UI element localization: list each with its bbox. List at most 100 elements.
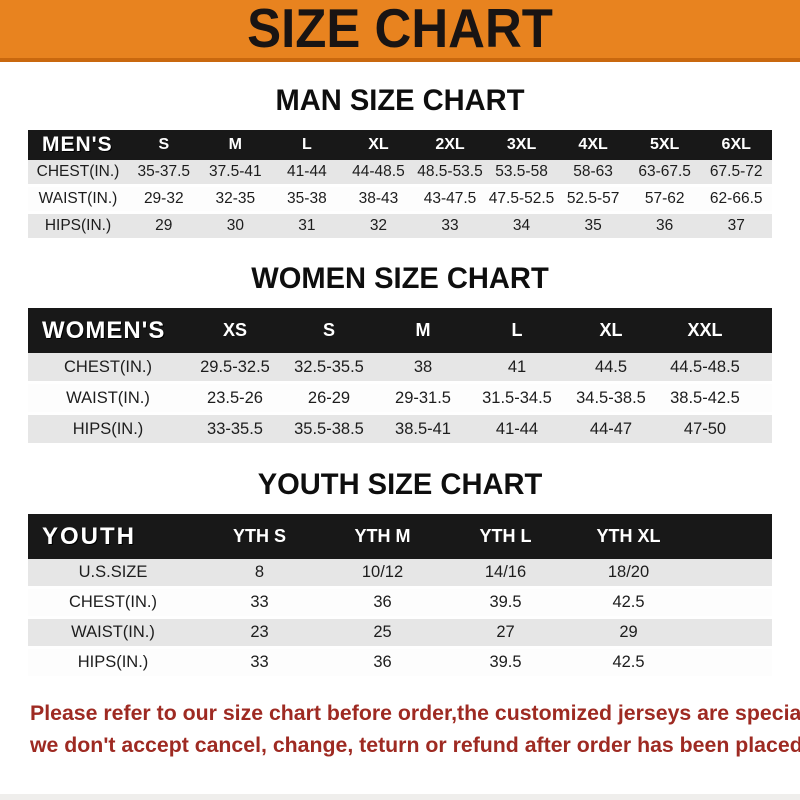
women-size-table: WOMEN'S XS S M L XL XXL CHEST(IN.) 29.5-32.5 32.5… (28, 308, 772, 446)
column-header: L (301, 136, 312, 153)
size-cell: 42.5 (612, 653, 645, 671)
size-cell: 29.5-32.5 (200, 357, 270, 376)
table-body: CHEST(IN.) 35-37.5 37.5-41 41-44 44-48.5 48.5… (28, 160, 772, 241)
column-header: YTH M (354, 526, 411, 546)
row-label: HIPS(IN.) (72, 419, 144, 438)
banner: SIZE CHART (0, 0, 800, 62)
size-cell: 32 (369, 217, 388, 234)
size-cell: 38-43 (358, 190, 399, 207)
men-size-table: MEN'S S M L XL 2XL 3XL 4XL 5XL 6XL CHEST(IN.) 35-37… (28, 130, 772, 241)
size-cell: 31.5-34.5 (482, 388, 552, 407)
size-cell: 41-44 (495, 419, 539, 438)
row-label: HIPS(IN.) (44, 217, 112, 234)
bottom-edge-strip (0, 794, 800, 800)
table-row: CHEST(IN.) 29.5-32.5 32.5-35.5 38 41 44.5 44.5… (28, 353, 772, 384)
table-body: CHEST(IN.) 29.5-32.5 32.5-35.5 38 41 44.5 44.5… (28, 353, 772, 446)
size-cell: 29-31.5 (395, 388, 451, 407)
column-header: L (511, 320, 523, 340)
size-cell: 47.5-52.5 (488, 190, 555, 207)
section-title-youth: YOUTH SIZE CHART (257, 468, 543, 501)
size-cell: 29 (155, 217, 173, 234)
size-cell: 43-47.5 (423, 190, 477, 207)
size-cell: 36 (656, 217, 674, 234)
column-header: YTH L (479, 526, 532, 546)
size-cell: 36 (373, 653, 392, 671)
column-header: XL (368, 136, 389, 153)
size-cell: 14/16 (484, 563, 527, 581)
size-cell: 38.5-41 (395, 419, 451, 438)
size-cell: 38.5-42.5 (670, 388, 740, 407)
size-cell: 33 (250, 653, 269, 671)
row-label: HIPS(IN.) (77, 653, 149, 671)
size-cell: 26-29 (307, 388, 351, 407)
table-row: HIPS(IN.) 33-35.5 35.5-38.5 38.5-41 41-44 44-… (28, 415, 772, 446)
column-header: 6XL (721, 136, 751, 153)
order-note: Please refer to our size chart before or… (30, 697, 800, 762)
size-cell: 34 (512, 217, 531, 234)
column-header: S (322, 320, 335, 340)
table-row: CHEST(IN.) 33 36 39.5 42.5 (28, 589, 772, 619)
table-header-label: MEN'S (42, 133, 113, 156)
size-cell: 58-63 (573, 163, 613, 180)
table-row: CHEST(IN.) 35-37.5 37.5-41 41-44 44-48.5 48.5… (28, 160, 772, 187)
row-label: WAIST(IN.) (71, 623, 155, 641)
size-cell: 53.5-58 (495, 163, 548, 180)
section-women: WOMEN SIZE CHART WOMEN'S XS S M L XL XXL CHEST(… (0, 262, 800, 446)
size-cell: 29 (619, 623, 638, 641)
row-label: WAIST(IN.) (66, 388, 150, 407)
size-cell: 31 (298, 217, 316, 234)
size-cell: 8 (254, 563, 265, 581)
table-row: WAIST(IN.) 29-32 32-35 35-38 38-43 43-47.5 47.… (28, 187, 772, 214)
row-label: CHEST(IN.) (64, 357, 152, 376)
size-cell: 52.5-57 (566, 190, 620, 207)
size-cell: 35 (584, 217, 602, 234)
table-row: HIPS(IN.) 29 30 31 32 33 34 35 36 37 (28, 214, 772, 241)
column-header: YTH S (232, 526, 286, 546)
note-line-1: Please refer to our size chart before or… (30, 701, 800, 725)
size-cell: 23.5-26 (207, 388, 263, 407)
size-cell: 67.5-72 (709, 163, 763, 180)
size-cell: 34.5-38.5 (576, 388, 646, 407)
table-row: U.S.SIZE 8 10/12 14/16 18/20 (28, 559, 772, 589)
size-cell: 37 (727, 217, 745, 234)
size-cell: 57-62 (644, 190, 685, 207)
column-header: 3XL (506, 136, 537, 153)
size-cell: 41-44 (287, 163, 327, 180)
row-label: WAIST(IN.) (38, 190, 118, 207)
table-header-row: YOUTH YTH S YTH M YTH L YTH XL (28, 514, 772, 559)
size-cell: 62-66.5 (709, 190, 763, 207)
size-cell: 41 (507, 357, 527, 376)
column-header: XL (599, 320, 623, 340)
table-header-label: YOUTH (42, 522, 136, 550)
size-cell: 10/12 (361, 563, 404, 581)
size-cell: 44-48.5 (352, 163, 405, 180)
column-header: M (415, 320, 431, 340)
column-header: 4XL (578, 136, 608, 153)
column-header: YTH XL (596, 526, 661, 546)
youth-size-table: YOUTH YTH S YTH M YTH L YTH XL U.S.SIZE 8 10/12… (28, 514, 772, 679)
size-cell: 18/20 (607, 563, 650, 581)
size-cell: 48.5-53.5 (417, 163, 483, 180)
section-title-men: MAN SIZE CHART (275, 84, 525, 117)
section-title-women: WOMEN SIZE CHART (251, 262, 549, 295)
size-cell: 32-35 (215, 190, 256, 207)
note-line-2: we don't accept cancel, change, teturn o… (30, 733, 800, 758)
size-cell: 44.5 (594, 357, 628, 376)
size-cell: 33 (250, 593, 269, 611)
size-cell: 30 (226, 217, 244, 234)
column-header: 5XL (649, 136, 680, 153)
size-cell: 44-47 (589, 419, 633, 438)
size-cell: 39.5 (489, 653, 522, 671)
column-header: 2XL (435, 136, 465, 153)
size-cell: 47-50 (683, 419, 727, 438)
size-cell: 25 (373, 623, 392, 641)
table-header-row: WOMEN'S XS S M L XL XXL (28, 308, 772, 353)
table-row: WAIST(IN.) 23.5-26 26-29 29-31.5 31.5-34.5 34… (28, 384, 772, 415)
size-cell: 42.5 (612, 593, 645, 611)
size-cell: 35.5-38.5 (294, 419, 364, 438)
row-label: CHEST(IN.) (69, 593, 157, 611)
table-body: U.S.SIZE 8 10/12 14/16 18/20 CHEST(IN.) 33 36 39… (28, 559, 772, 679)
size-cell: 44.5-48.5 (670, 357, 740, 376)
size-cell: 38 (413, 357, 433, 376)
